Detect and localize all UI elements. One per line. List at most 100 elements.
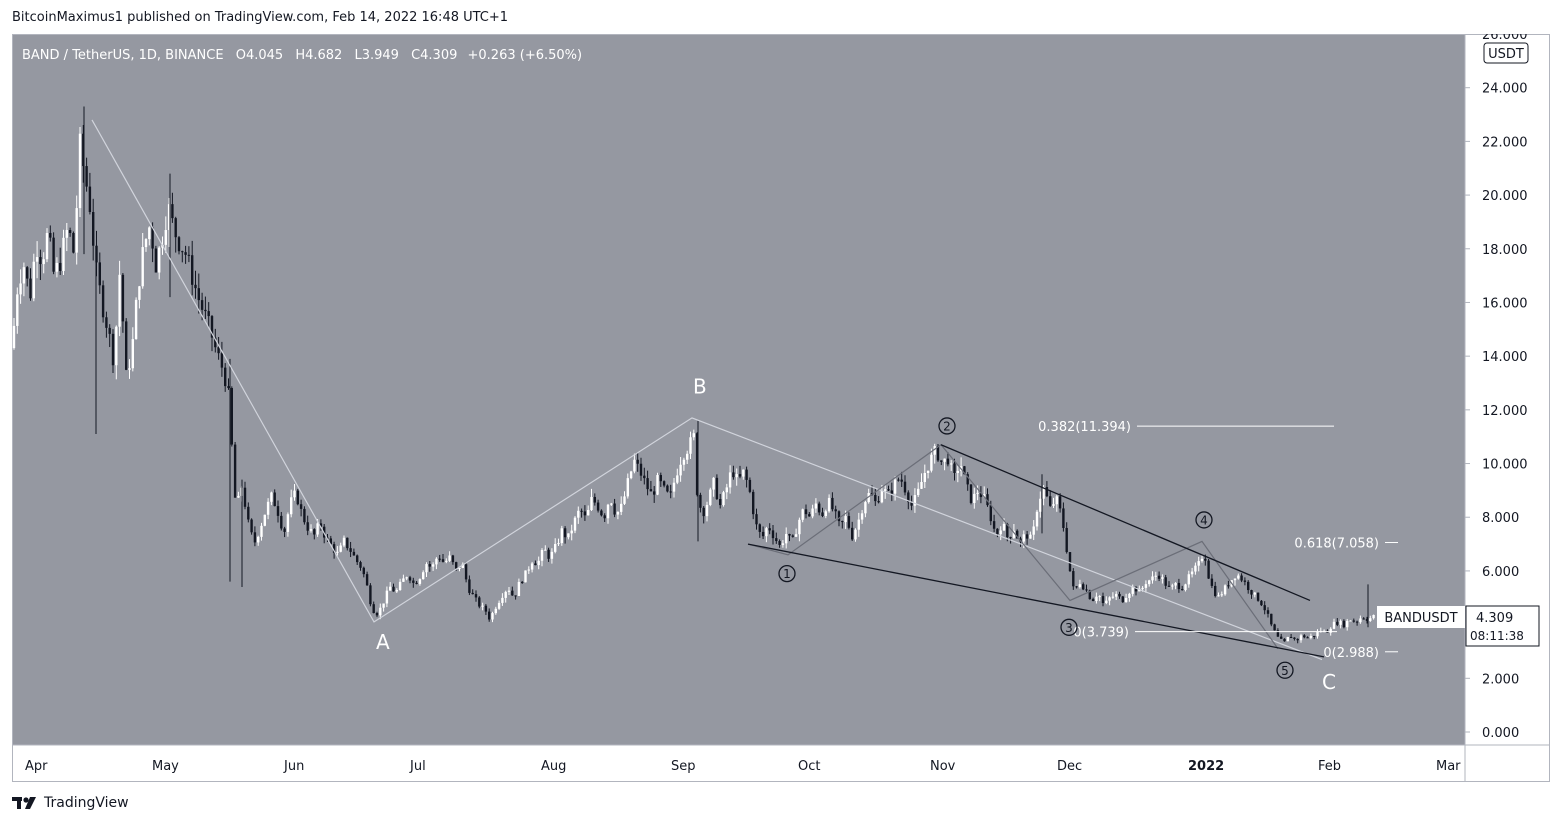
candle-body (121, 274, 125, 322)
price-chart[interactable]: 0.382(11.394) 0.618(7.058) 0(3.739) 0(2.988… (12, 34, 1550, 782)
candle-body (59, 262, 62, 272)
candle-body (946, 458, 950, 465)
candle-body (943, 458, 946, 462)
candle-body (88, 186, 92, 213)
candle-body (1187, 574, 1190, 585)
legend-high: 4.682 (305, 48, 342, 63)
candle-body (1365, 618, 1369, 621)
candle-body (1181, 589, 1184, 591)
candle-body (775, 538, 778, 542)
candle-body (471, 592, 474, 595)
candle-body (12, 325, 16, 349)
candle-body (464, 564, 468, 580)
brand-label: TradingView (44, 795, 129, 811)
candle-body (587, 510, 590, 516)
candle-body (402, 578, 405, 582)
candle-body (672, 482, 676, 492)
price-tag[interactable]: BANDUSDT 4.309 08:11:38 (1377, 605, 1540, 647)
candle-body (695, 433, 699, 495)
candle-body (1025, 534, 1029, 539)
publish-caption: BitcoinMaximus1 published on TradingView… (12, 10, 509, 25)
candle-body (986, 494, 989, 506)
candle-body (705, 504, 709, 517)
candle-body (709, 489, 712, 505)
candle-body (1148, 580, 1151, 585)
candle-body (530, 563, 534, 570)
candle-body (521, 581, 524, 583)
candle-body (1082, 584, 1085, 590)
wave-count-circle (1195, 511, 1213, 529)
symbol-tag-bg (1377, 606, 1465, 628)
time-tick-label: Aug (541, 759, 566, 774)
tradingview-brand[interactable]: TradingView (12, 795, 129, 811)
candle-body (1260, 600, 1263, 606)
candle-body (732, 472, 735, 478)
candle-body (950, 463, 953, 465)
candle-body (633, 459, 636, 472)
candle-body (65, 230, 68, 238)
candle-body (349, 548, 352, 552)
candle-body (1032, 526, 1035, 535)
price-tick-label: 6.000 (1482, 565, 1519, 580)
candle-body (266, 501, 270, 515)
candle-body (138, 286, 141, 300)
candle-body (1124, 597, 1128, 603)
candle-body (590, 496, 593, 511)
candle-body (837, 511, 841, 522)
chart-svg[interactable]: 0.382(11.394) 0.618(7.058) 0(3.739) 0(2.988… (12, 34, 1550, 782)
price-tick-label: 10.000 (1482, 458, 1528, 473)
candle-body (1253, 592, 1256, 595)
time-tick-label: Jun (283, 759, 304, 774)
candle-body (184, 252, 187, 255)
candle-body (224, 367, 227, 387)
candle-body (451, 555, 455, 563)
candle-body (115, 326, 118, 366)
candle-body (860, 513, 864, 520)
candle-body (382, 603, 385, 608)
candle-body (1214, 585, 1217, 597)
candle-body (1065, 527, 1068, 553)
candle-body (299, 504, 303, 509)
fib-level-label: 0.618(7.058) (1294, 537, 1379, 552)
candle-body (207, 311, 210, 317)
candle-body (342, 537, 346, 546)
candle-body (1276, 630, 1280, 637)
candle-body (656, 475, 659, 495)
candle-body (385, 590, 389, 604)
candle-body (524, 570, 527, 583)
candle-body (1313, 635, 1316, 637)
candle-body (1111, 596, 1115, 598)
candle-body (280, 515, 283, 529)
candle-body (577, 510, 580, 518)
candle-body (761, 531, 765, 537)
wave-count-3: 3 (1065, 621, 1073, 635)
candle-body (646, 478, 649, 490)
candle-body (1022, 534, 1025, 542)
fib-levels-layer: 0.382(11.394) 0.618(7.058) 0(3.739) 0(2.988… (1038, 420, 1398, 661)
candle-body (936, 446, 940, 461)
candle-body (1250, 590, 1253, 595)
time-tick-label: Apr (25, 759, 48, 774)
candle-body (1088, 590, 1091, 600)
candle-body (445, 560, 448, 562)
currency-badge[interactable]: USDT (1483, 42, 1529, 64)
candle-body (831, 497, 834, 510)
candle-body (375, 612, 379, 616)
candle-body (356, 555, 359, 563)
candle-body (204, 309, 207, 312)
plot-area[interactable] (13, 35, 1465, 745)
candle-body (336, 551, 339, 553)
candle-body (851, 527, 854, 540)
candle-body (913, 495, 917, 506)
candle-body (233, 444, 237, 498)
candle-body (134, 299, 138, 340)
time-tick-label: Jul (409, 759, 426, 774)
candle-body (118, 274, 121, 327)
candle-body (765, 528, 768, 537)
time-axis[interactable]: Apr May Jun Jul Aug Sep Oct Nov Dec 2022 Feb Mar (25, 759, 1461, 774)
candle-body (210, 316, 214, 338)
candle-body (504, 591, 507, 598)
tradingview-logo-icon (12, 797, 36, 809)
candle-body (1141, 587, 1144, 589)
candle-body (1309, 635, 1313, 638)
